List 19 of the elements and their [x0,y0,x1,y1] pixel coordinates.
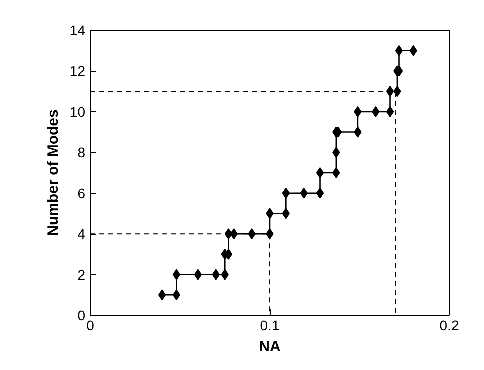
point [158,290,166,301]
point [316,188,324,199]
y-axis-title: Number of Modes [44,110,62,236]
y-tick-label: 0 [78,308,86,324]
y-tick-label: 12 [70,63,86,80]
y-tick-label: 6 [78,185,86,202]
y-tick-label: 4 [78,226,86,242]
y-tick-label: 10 [70,104,86,120]
x-tick-label: 0.2 [440,318,460,334]
point [316,168,324,178]
y-tick-label: 14 [70,22,86,38]
y-tick-label: 2 [78,266,86,283]
point [194,269,202,280]
point [332,168,340,178]
point [386,106,394,118]
y-tick-label: 8 [78,144,86,161]
point [395,45,404,56]
x-tick-label: 0.1 [260,318,280,334]
x-axis-title: NA [259,338,281,356]
